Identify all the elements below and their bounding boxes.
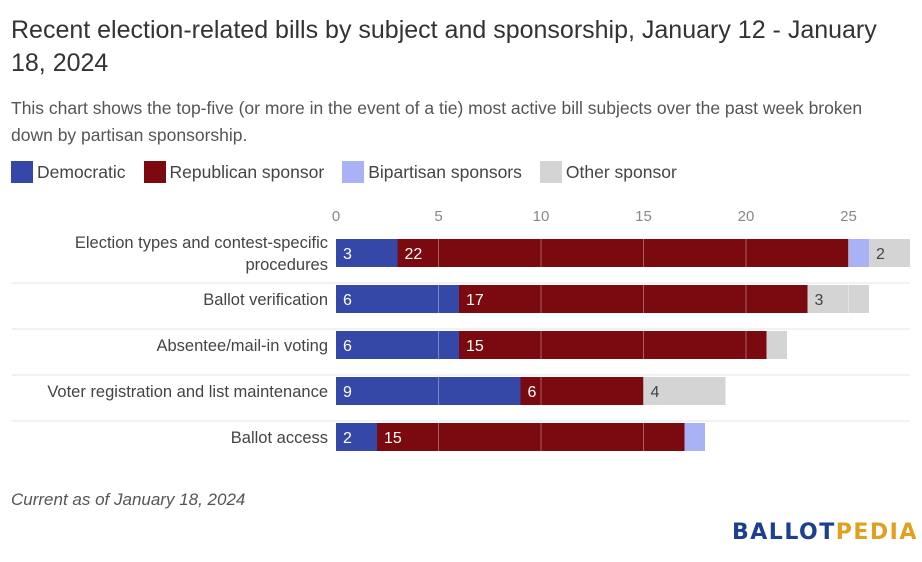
bar-value-label: 15 (384, 430, 402, 447)
bar-value-label: 3 (815, 292, 824, 309)
bar-segment (766, 331, 787, 359)
bar-segment (459, 331, 767, 359)
bar-segment (336, 423, 377, 451)
bar-segment (336, 331, 459, 359)
legend-swatch-democratic (11, 161, 33, 183)
logo-part-ballot: BALLOT (732, 520, 836, 545)
bar-segment (459, 285, 808, 313)
bar-value-label: 6 (343, 292, 352, 309)
bar-segment (397, 239, 849, 267)
bar-value-label: 3 (343, 246, 352, 263)
bar-value-label: 6 (343, 338, 352, 355)
legend-item-democratic: Democratic (11, 161, 126, 183)
bar-value-label: 22 (405, 246, 423, 263)
legend-label-bipartisan: Bipartisan sponsors (368, 161, 522, 182)
legend-label-republican: Republican sponsor (169, 161, 325, 182)
bar-segment (869, 239, 910, 267)
legend-swatch-republican (143, 161, 166, 183)
bar-value-label: 2 (343, 430, 352, 447)
legend-label-democratic: Democratic (37, 161, 126, 182)
x-tick-label: 0 (332, 208, 340, 225)
category-label: Ballot verification (203, 291, 328, 309)
bar-segment (643, 377, 726, 405)
bar-value-label: 4 (651, 384, 660, 401)
stacked-bar-chart: 0 5 10 15 20 25 Election types and contest-spe… (12, 208, 910, 457)
bar-value-label: 9 (343, 384, 352, 401)
legend-swatch-other (539, 161, 562, 183)
legend-label-other: Other sponsor (565, 161, 677, 182)
category-label: Ballot access (231, 429, 328, 447)
x-tick-label: 20 (738, 208, 755, 225)
ballotpedia-logo: BALLOTPEDIA (732, 520, 918, 545)
bar-segment (520, 377, 644, 405)
category-label: Election types and contest-specific (75, 234, 328, 252)
chart-title: Recent election-related bills by subject… (11, 16, 877, 77)
bar-value-label: 15 (466, 338, 484, 355)
legend-item-bipartisan: Bipartisan sponsors (342, 161, 522, 183)
footnote: Current as of January 18, 2024 (11, 490, 246, 509)
x-tick-label: 5 (434, 208, 442, 225)
bar-segment (336, 285, 459, 313)
bar-value-label: 17 (466, 292, 484, 309)
bar-segment (848, 239, 869, 267)
bar-segment (336, 377, 521, 405)
bar-segment (684, 423, 705, 451)
x-tick-label: 10 (533, 208, 550, 225)
bar-segment (377, 423, 685, 451)
legend-swatch-bipartisan (342, 161, 365, 183)
category-label: Absentee/mail-in voting (156, 337, 328, 355)
legend-item-other: Other sponsor (539, 161, 677, 183)
bar-segment (807, 285, 869, 313)
legend-item-republican: Republican sponsor (143, 161, 325, 183)
legend: Democratic Republican sponsor Bipartisan… (11, 161, 695, 183)
x-tick-label: 25 (840, 208, 857, 225)
x-tick-label: 15 (635, 208, 652, 225)
category-label: Voter registration and list maintenance (47, 383, 328, 401)
bar-segment (336, 239, 398, 267)
bar-value-label: 2 (876, 246, 885, 263)
category-label: procedures (245, 256, 328, 274)
logo-part-pedia: PEDIA (835, 520, 918, 545)
chart-subtitle: This chart shows the top-five (or more i… (11, 98, 863, 145)
bar-value-label: 6 (528, 384, 537, 401)
